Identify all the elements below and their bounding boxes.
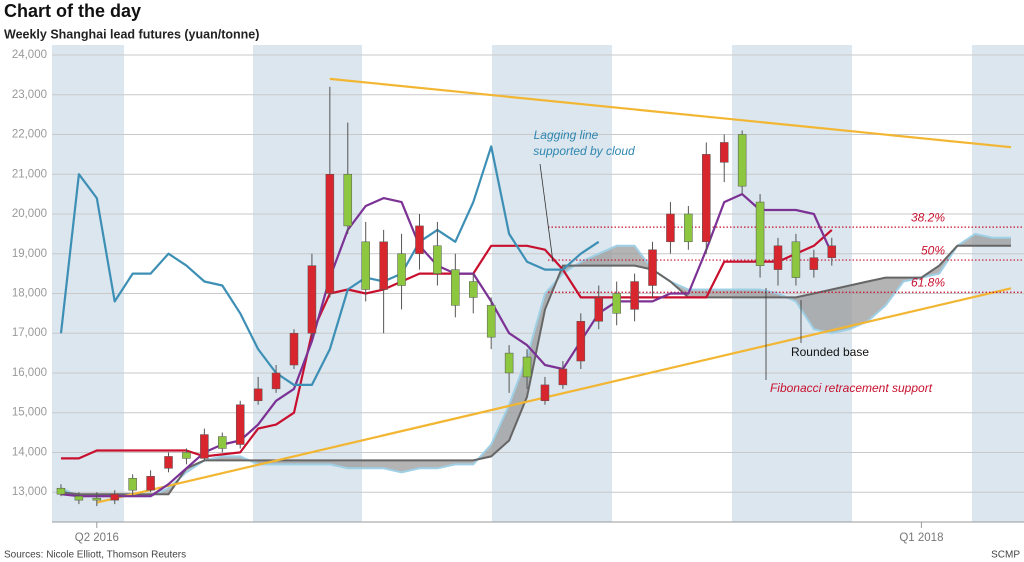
chart-subtitle: Weekly Shanghai lead futures (yuan/tonne… xyxy=(4,27,259,41)
candle-body xyxy=(253,388,263,402)
candle-body xyxy=(397,253,406,286)
candle-body xyxy=(110,493,119,501)
band xyxy=(253,45,362,522)
y-tick-label: 22,000 xyxy=(12,129,47,141)
cloud-edge xyxy=(60,244,1011,496)
candle-body xyxy=(755,201,765,266)
candle-body xyxy=(630,281,639,310)
candle-body xyxy=(433,245,442,274)
y-tick-label: 19,000 xyxy=(12,248,47,260)
credit: SCMP xyxy=(991,550,1020,561)
candle-body xyxy=(827,245,837,258)
candle-body xyxy=(612,293,621,314)
pointer xyxy=(539,163,554,263)
candle-body xyxy=(128,478,137,491)
y-tick-label: 23,000 xyxy=(12,89,47,101)
candle-body xyxy=(56,487,66,495)
candle-body xyxy=(451,269,460,306)
candle-body xyxy=(522,356,532,378)
candle-body xyxy=(702,154,711,243)
fib-layer: 38.2% 50% 61.8% xyxy=(548,210,1024,293)
candle-body xyxy=(809,257,819,270)
indicator-line xyxy=(61,229,833,460)
y-tick-label: 15,000 xyxy=(12,407,47,419)
source: Sources: Nicole Elliott, Thomson Reuters xyxy=(4,550,186,561)
y-tick-label: 16,000 xyxy=(12,367,47,379)
trendline xyxy=(96,287,1012,504)
annotation: Rounded base xyxy=(791,345,869,359)
candle-body xyxy=(218,436,227,449)
candle-body xyxy=(182,452,191,459)
candle-body xyxy=(325,173,335,294)
candle-body xyxy=(540,384,550,402)
candle-body xyxy=(719,142,729,163)
candle-body xyxy=(200,434,209,459)
candle-body xyxy=(504,352,514,374)
candle-body xyxy=(648,249,657,286)
band xyxy=(492,45,612,522)
candle-body xyxy=(594,297,603,322)
x-tick-label: Q2 2016 xyxy=(75,532,119,544)
annotation: Fibonacci retracement support xyxy=(770,381,933,395)
fib-label: 50% xyxy=(921,243,945,257)
y-tick-label: 14,000 xyxy=(12,446,47,458)
indicator-line xyxy=(60,193,833,498)
candle-body xyxy=(235,404,245,445)
cloud-layer xyxy=(60,232,1011,498)
candle-body xyxy=(415,225,424,254)
band xyxy=(972,45,1024,522)
candle-body xyxy=(791,241,801,278)
y-tick-label: 13,000 xyxy=(12,486,47,498)
fib-label: 38.2% xyxy=(911,210,945,224)
candle-body xyxy=(684,213,693,243)
candle-body xyxy=(558,368,568,386)
candle-body xyxy=(361,241,370,290)
annotation: supported by cloud xyxy=(533,144,635,158)
candle-body xyxy=(486,305,496,338)
candle-body xyxy=(146,476,155,491)
chart-title: Chart of the day xyxy=(4,1,141,21)
y-tick-label: 20,000 xyxy=(12,208,47,220)
candle-body xyxy=(271,372,281,390)
candle-body xyxy=(74,495,84,501)
candle-body xyxy=(164,456,173,469)
notes-layer: Lagging line supported by cloud Rounded ba… xyxy=(533,128,932,395)
candle-body xyxy=(307,265,317,334)
candle-body xyxy=(92,497,102,501)
y-tick-label: 17,000 xyxy=(12,327,47,339)
candle-body xyxy=(737,134,747,187)
annotation: Lagging line xyxy=(534,128,599,142)
lines-layer xyxy=(59,145,833,498)
cloud-edge xyxy=(60,232,1011,498)
band xyxy=(732,45,852,522)
candle-body xyxy=(343,173,353,227)
candle-body xyxy=(379,241,388,290)
candles-layer xyxy=(56,86,837,507)
y-tick-label: 21,000 xyxy=(12,168,47,180)
fib-label: 61.8% xyxy=(911,275,945,289)
candle-body xyxy=(289,332,299,366)
x-tick-label: Q1 2018 xyxy=(899,532,943,544)
y-tick-label: 18,000 xyxy=(12,287,47,299)
candle-body xyxy=(773,245,783,270)
indicator-line xyxy=(59,145,600,386)
trendline xyxy=(329,77,1012,149)
trend-layer xyxy=(96,77,1012,504)
y-tick-label: 24,000 xyxy=(12,49,47,61)
candle-body xyxy=(469,281,478,298)
candle-body xyxy=(666,213,675,243)
candle-body xyxy=(576,321,586,362)
